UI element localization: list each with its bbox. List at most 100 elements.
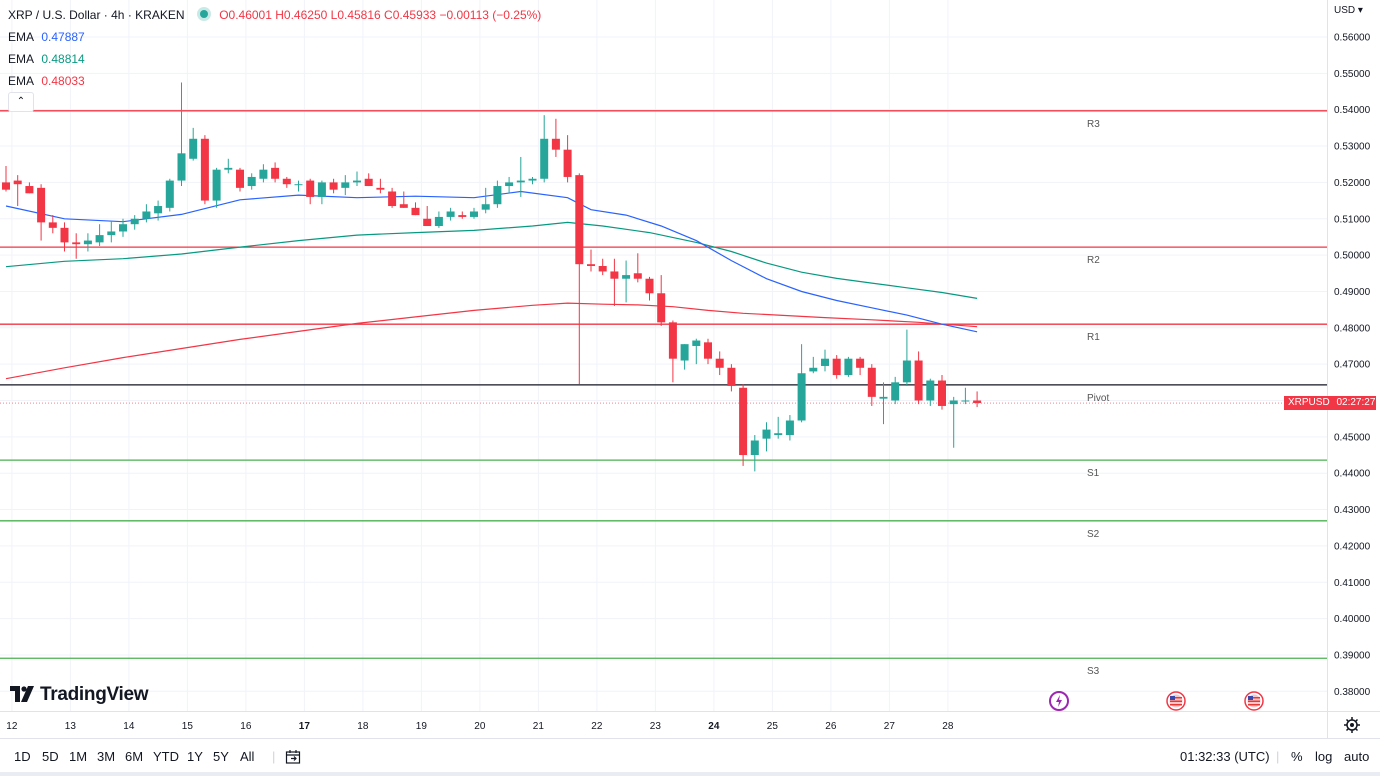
market-status-icon [199,10,208,18]
level-label-r1: R1 [1087,332,1100,343]
range-button-1m[interactable]: 1M [69,749,88,764]
candle-body [926,380,935,401]
candle-body [809,367,818,372]
ema-lines [5,190,978,380]
time-tick-label: 14 [123,721,135,732]
tradingview-logo-text: TradingView [40,684,149,705]
range-button-1d[interactable]: 1D [14,749,31,764]
candle [224,158,233,174]
candle [879,382,888,425]
candle [72,233,81,259]
candle [95,224,104,247]
candle-body [294,184,303,186]
earnings-icon[interactable] [1049,691,1069,711]
high-value: H0.46250 [275,8,328,22]
symbol-row: XRP / U.S. Dollar · 4h · KRAKEN O0.46001… [8,7,541,29]
range-button-3m[interactable]: 3M [97,749,116,764]
candle-body [353,180,361,183]
candle-body [83,240,92,245]
price-tick-label: 0.52000 [1334,178,1371,189]
range-button-5y[interactable]: 5Y [213,749,229,764]
candle [306,178,315,205]
range-button-6m[interactable]: 6M [125,749,144,764]
time-tick-label: 20 [474,721,486,732]
symbol-title[interactable]: XRP / U.S. Dollar · 4h · KRAKEN [8,8,185,22]
ohlc-values: O0.46001 H0.46250 L0.45816 C0.45933 −0.0… [219,8,541,22]
candle [212,167,221,208]
time-tick-label: 24 [708,721,720,732]
candle [575,173,584,385]
candle-body [844,358,853,376]
range-button-1y[interactable]: 1Y [187,749,203,764]
candle [505,176,514,194]
candle-body [25,186,34,194]
us-flag-icon[interactable] [1166,691,1186,711]
time-tick-label: 21 [533,721,545,732]
price-tick-label: 0.56000 [1334,33,1371,44]
utc-clock[interactable]: 01:32:33 (UTC) [1180,749,1270,764]
percent-scale-toggle[interactable]: % [1291,749,1303,764]
candle-body [2,182,10,190]
tradingview-logo[interactable]: TradingView [10,684,149,706]
candle-body [142,211,151,219]
us-flag-icon[interactable] [1244,691,1264,711]
candle [189,127,198,161]
candle [891,376,900,405]
candle-body [317,182,326,197]
candle [622,260,631,303]
auto-scale-toggle[interactable]: auto [1344,749,1370,764]
candle [949,396,958,448]
chevron-up-icon: ⌃ [16,96,26,107]
log-scale-toggle[interactable]: log [1315,749,1333,764]
candle [142,204,151,223]
candle-body [177,153,186,181]
settings-gear-icon[interactable] [1344,717,1360,733]
candle-body [668,322,677,359]
time-tick-label: 15 [182,721,194,732]
ema-row-slow[interactable]: EMA 0.48033 [8,73,541,95]
candle-body [200,138,209,201]
candle-body [774,433,783,436]
candle [540,115,549,183]
candle-body [364,178,373,187]
candle [25,182,34,194]
candle-body [973,400,982,404]
candle [236,167,244,192]
candle [329,178,338,194]
candle-body [563,149,572,177]
ema-mid-value: 0.48814 [41,52,85,66]
candle-body [704,342,712,359]
candle [434,211,443,228]
ema-mid-line [5,221,978,299]
range-button-all[interactable]: All [240,749,255,764]
ema-row-mid[interactable]: EMA 0.48814 [8,51,541,73]
candle [271,162,280,183]
currency-selector[interactable]: USD ▾ [1334,5,1363,16]
ema-row-fast[interactable]: EMA 0.47887 [8,29,541,51]
candle-body [282,178,291,185]
candle-body [821,358,829,366]
candle [867,364,876,406]
candle-body [949,400,958,405]
level-label-pivot: Pivot [1087,393,1109,404]
pivot-levels: R3 R2 R1 Pivot S1 S2 S3 [0,110,1327,677]
candle [739,384,748,466]
candle [48,215,57,234]
candle-body [680,344,689,361]
price-tick-label: 0.40000 [1334,614,1371,625]
range-button-ytd[interactable]: YTD [153,749,179,764]
price-tick-label: 0.41000 [1334,578,1371,589]
candlesticks [2,82,982,472]
candle [750,435,759,472]
goto-date-icon[interactable] [285,749,301,765]
low-value: L0.45816 [330,8,381,22]
tradingview-logo-icon [10,686,34,702]
currency-label: USD [1334,5,1356,16]
candle [60,222,69,252]
candle-body [247,176,256,187]
candle-body [832,358,841,376]
range-button-5d[interactable]: 5D [42,749,59,764]
level-label-s1: S1 [1087,468,1100,479]
collapse-legend-button[interactable]: ⌃ [8,92,34,112]
